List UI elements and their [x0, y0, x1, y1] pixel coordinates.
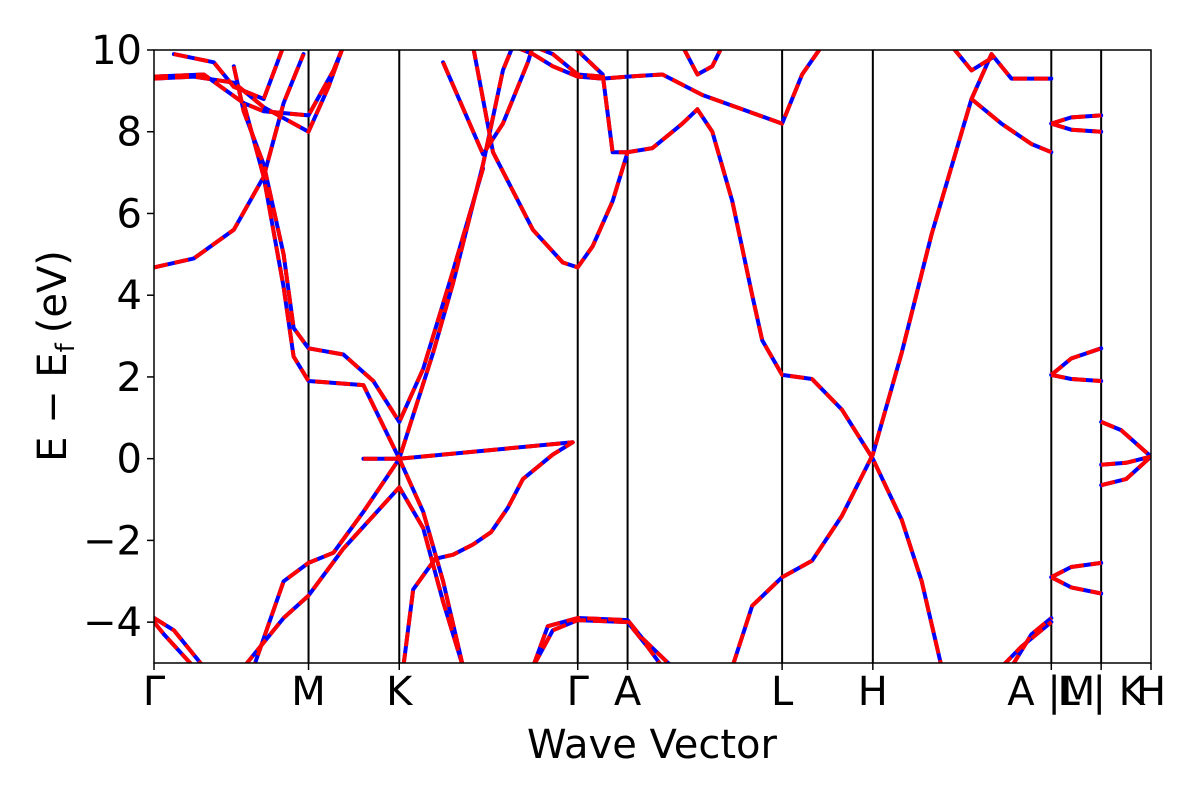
- x-tick-label: L | K: [1057, 669, 1146, 715]
- x-tick-label: L: [771, 669, 794, 715]
- band-line-red-dashed: [1050, 560, 1102, 579]
- band-line-red-dashed: [154, 620, 193, 663]
- band-line-red-dashed: [1050, 346, 1102, 377]
- x-axis-label: Wave Vector: [527, 722, 778, 768]
- band-line-red-dashed: [532, 618, 662, 663]
- band-line-red-dashed: [952, 50, 993, 73]
- y-tick-label: 10: [91, 28, 142, 74]
- x-tick-label: H: [858, 669, 888, 715]
- band-line-red-dashed: [471, 50, 943, 663]
- y-tick-label: −2: [83, 518, 142, 564]
- x-tick-label: Γ: [567, 669, 590, 715]
- x-tick-label: Γ: [143, 669, 166, 715]
- band-line-red-dashed: [1050, 575, 1102, 596]
- y-ticks: 10 8 6 4 2 0 −2 −4: [83, 28, 154, 646]
- band-line-red-dashed: [1100, 455, 1151, 488]
- y-axis-label-sub: f: [51, 342, 81, 352]
- band-line-blue: [682, 50, 723, 77]
- band-line-red-dashed: [1100, 420, 1151, 459]
- x-tick-label: A: [614, 669, 642, 715]
- band-line-red-dashed: [1050, 113, 1102, 126]
- band-line-red-dashed: [241, 102, 465, 663]
- y-tick-label: 4: [117, 273, 142, 319]
- band-line-red-dashed: [154, 50, 344, 118]
- band-line-red-dashed: [363, 50, 514, 461]
- band-line-red-dashed: [537, 50, 603, 79]
- y-tick-label: 8: [117, 110, 142, 156]
- y-axis-label-main: E − E: [30, 352, 76, 462]
- band-line-red-dashed: [1011, 616, 1053, 663]
- x-tick-label: A |M: [1007, 669, 1095, 715]
- band-line-red-dashed: [1050, 372, 1102, 383]
- band-line-red-dashed: [1002, 620, 1053, 663]
- band-line-red-dashed: [970, 97, 1053, 155]
- band-line-red-dashed: [574, 50, 628, 155]
- y-tick-label: 6: [117, 191, 142, 237]
- band-line-red-dashed: [532, 616, 672, 663]
- band-line-red-dashed: [1050, 121, 1102, 134]
- y-tick-label: −4: [83, 600, 142, 646]
- bands: [154, 50, 1151, 663]
- y-axis-label-unit: (eV): [30, 250, 76, 333]
- band-line-red-dashed: [231, 65, 485, 424]
- x-tick-label: K: [386, 669, 414, 715]
- y-tick-label: 2: [117, 355, 142, 401]
- x-tick-label: H: [1136, 669, 1166, 715]
- band-line-red-dashed: [731, 52, 1052, 663]
- band-line-red-dashed: [154, 53, 306, 270]
- band-line-red-dashed: [517, 50, 822, 126]
- band-line-red-dashed: [1101, 454, 1151, 467]
- x-tick-label: M: [291, 669, 326, 715]
- band-line-red-dashed: [173, 50, 285, 101]
- band-line-red-dashed: [244, 485, 464, 663]
- plot-frame: [153, 49, 1152, 664]
- y-axis-label: E − Ef (eV): [30, 250, 81, 462]
- band-line-red-dashed: [441, 50, 534, 157]
- band-line-red-dashed: [154, 616, 204, 663]
- band-line-red-dashed: [154, 50, 345, 134]
- band-line-red-dashed: [253, 440, 575, 663]
- y-tick-label: 0: [117, 437, 142, 483]
